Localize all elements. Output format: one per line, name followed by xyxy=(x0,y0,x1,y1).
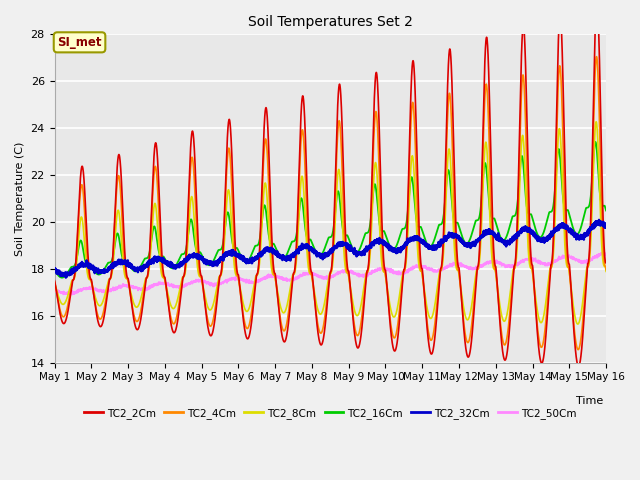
Y-axis label: Soil Temperature (C): Soil Temperature (C) xyxy=(15,141,25,256)
Text: SI_met: SI_met xyxy=(58,36,102,49)
Legend: TC2_2Cm, TC2_4Cm, TC2_8Cm, TC2_16Cm, TC2_32Cm, TC2_50Cm: TC2_2Cm, TC2_4Cm, TC2_8Cm, TC2_16Cm, TC2… xyxy=(79,404,581,423)
Title: Soil Temperatures Set 2: Soil Temperatures Set 2 xyxy=(248,15,413,29)
X-axis label: Time: Time xyxy=(576,396,603,406)
